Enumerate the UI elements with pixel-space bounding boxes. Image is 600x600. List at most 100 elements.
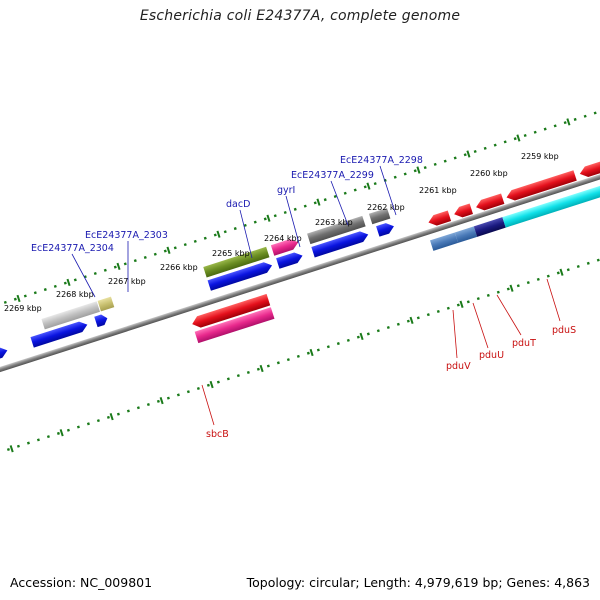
ruler-dot bbox=[496, 290, 500, 294]
genome-backbone bbox=[0, 144, 600, 407]
gene-ece2304 bbox=[30, 321, 88, 348]
gene-red-3 bbox=[476, 193, 505, 211]
ruler-dot bbox=[63, 281, 67, 285]
ruler-major-tick bbox=[209, 380, 214, 389]
ruler-dot bbox=[426, 313, 430, 317]
ruler-dot bbox=[503, 140, 507, 144]
genome-summary-text: Topology: circular; Length: 4,979,619 bp… bbox=[246, 575, 590, 590]
callout-line-ece2299 bbox=[330, 180, 349, 226]
ruler-dot bbox=[216, 380, 220, 384]
ruler-major-tick bbox=[216, 230, 221, 238]
ruler-dot bbox=[223, 230, 227, 234]
ruler-dot bbox=[556, 271, 560, 275]
ruler-dot bbox=[516, 284, 520, 288]
gene-pduT bbox=[473, 217, 506, 237]
ruler-dot bbox=[113, 265, 117, 269]
ruler-dot bbox=[303, 204, 307, 208]
gene-dacD bbox=[203, 246, 270, 278]
ruler-dot bbox=[566, 268, 570, 272]
ruler-dot bbox=[306, 351, 310, 355]
ruler-dot bbox=[116, 412, 120, 416]
ruler-dot bbox=[43, 288, 47, 292]
gene-label-dacD: dacD bbox=[226, 199, 250, 210]
scale-labels: 2269 kbp 2268 kbp 2267 kbp 2266 kbp 2265 kbp… bbox=[4, 152, 559, 313]
gene-label-pduT: pduT bbox=[512, 338, 536, 349]
ruler-dot bbox=[96, 419, 100, 423]
scale-label: 2260 kbp bbox=[470, 169, 508, 178]
ruler-dot bbox=[356, 335, 360, 339]
scale-label: 2262 kbp bbox=[367, 203, 405, 212]
ruler-dot bbox=[333, 194, 337, 198]
ruler-dot bbox=[143, 255, 147, 259]
ruler-dot bbox=[596, 258, 600, 262]
ruler-dot bbox=[76, 425, 80, 429]
callout-line-ece2304 bbox=[71, 253, 96, 298]
ruler-dot bbox=[463, 153, 467, 157]
ruler-dot bbox=[236, 374, 240, 378]
ruler-dot bbox=[266, 364, 270, 368]
callout-line-pduU bbox=[472, 302, 489, 349]
gene-label-pduS: pduS bbox=[552, 325, 576, 336]
ruler-major-tick bbox=[459, 300, 464, 308]
ruler-dot bbox=[546, 274, 550, 278]
ruler-dot bbox=[316, 348, 320, 352]
ruler-dot bbox=[406, 319, 410, 323]
gene-label-gyrI: gyrI bbox=[277, 185, 295, 196]
ruler-dot bbox=[593, 111, 597, 115]
ruler-dot bbox=[163, 249, 167, 253]
gene-ece2303-upper bbox=[97, 296, 115, 312]
ruler-dot bbox=[526, 281, 530, 285]
ruler-dot bbox=[23, 294, 27, 298]
ruler-dot bbox=[413, 169, 417, 173]
ruler-major-tick bbox=[66, 278, 71, 287]
ruler-dot bbox=[66, 428, 70, 432]
gene-label-ece2299: EcE24377A_2299 bbox=[291, 170, 374, 181]
ruler-major-tick bbox=[559, 268, 564, 276]
ruler-dot bbox=[276, 361, 280, 365]
ruler-dot bbox=[436, 309, 440, 313]
ruler-dot bbox=[203, 236, 207, 240]
ruler-dot bbox=[153, 252, 157, 256]
ruler-dot bbox=[326, 345, 330, 349]
ruler-dot bbox=[3, 300, 7, 304]
ruler-major-tick bbox=[366, 182, 371, 190]
ruler-dot bbox=[243, 223, 247, 227]
gene-label-ece2303: EcE24377A_2303 bbox=[85, 230, 168, 241]
ruler-dot bbox=[493, 143, 497, 147]
gene-ece2304-upper bbox=[41, 301, 101, 330]
gene-pduS bbox=[502, 171, 600, 228]
ruler-dot bbox=[176, 393, 180, 397]
ruler-dot bbox=[286, 358, 290, 362]
scale-label: 2267 kbp bbox=[108, 277, 146, 286]
gene-label-pduU: pduU bbox=[479, 350, 504, 361]
ruler-major-tick bbox=[416, 166, 421, 174]
ruler-dot bbox=[373, 182, 377, 186]
ruler-dot bbox=[293, 207, 297, 211]
ruler-dot bbox=[443, 159, 447, 163]
ruler-dot bbox=[473, 150, 477, 154]
ruler-dot bbox=[56, 431, 60, 435]
ruler-dot bbox=[543, 127, 547, 131]
ruler-major-tick bbox=[109, 413, 114, 421]
ruler-dot bbox=[486, 293, 490, 297]
ruler-dot bbox=[233, 227, 237, 231]
ruler-dot bbox=[416, 316, 420, 320]
ruler-dot bbox=[296, 354, 300, 358]
ruler-major-tick bbox=[259, 364, 264, 373]
callout-line-gyrI bbox=[285, 195, 301, 248]
ruler-dot bbox=[403, 172, 407, 176]
ruler-major-tick bbox=[509, 284, 514, 292]
gene-blue-3 bbox=[276, 252, 303, 269]
callout-line-pduS bbox=[546, 278, 561, 322]
ruler-dot bbox=[156, 399, 160, 403]
ruler-dot bbox=[183, 243, 187, 247]
ruler-dot bbox=[6, 447, 10, 451]
ruler-dot bbox=[253, 220, 257, 224]
ruler-dot bbox=[553, 124, 557, 128]
callout-line-pduT bbox=[496, 294, 522, 336]
gene-red-2 bbox=[454, 203, 473, 218]
ruler-dot bbox=[166, 396, 170, 400]
ruler-dot bbox=[363, 185, 367, 189]
ruler-major-tick bbox=[116, 262, 121, 271]
ruler-dot bbox=[36, 438, 40, 442]
